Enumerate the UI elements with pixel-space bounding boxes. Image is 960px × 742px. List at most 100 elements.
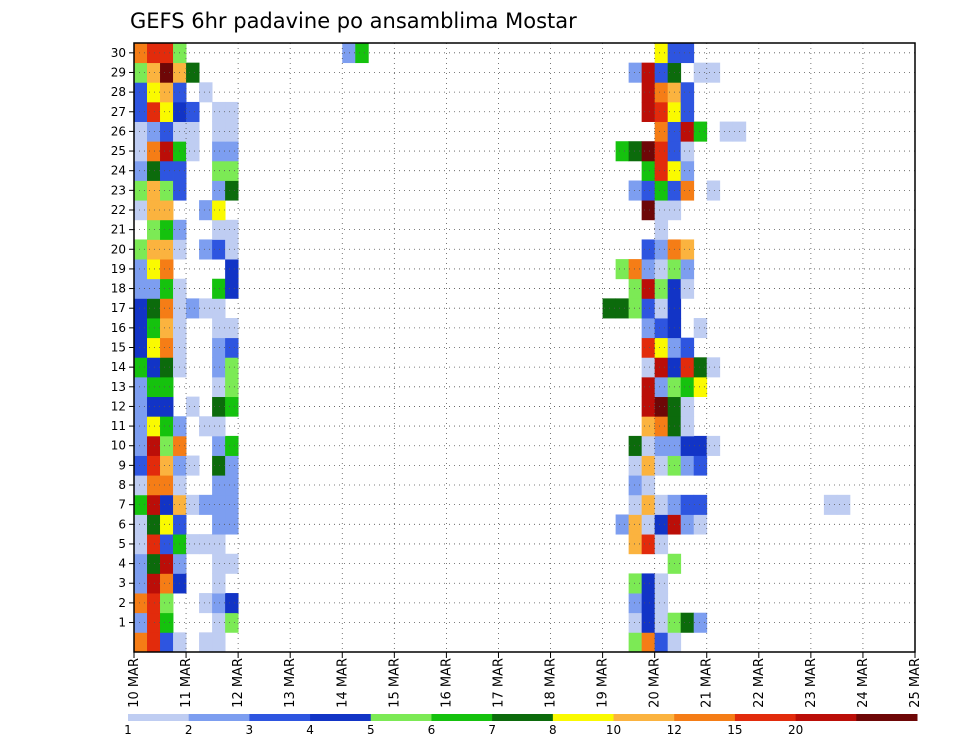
heat-cell [147, 396, 161, 417]
heat-cell [628, 475, 643, 496]
y-tick-label: 25 [111, 144, 126, 158]
heat-cell [134, 62, 148, 83]
heat-cell [212, 121, 226, 142]
heat-cell [134, 160, 148, 181]
heat-cell [693, 455, 708, 476]
heat-cell [693, 318, 708, 339]
heat-cell [147, 435, 161, 456]
heat-cell [628, 62, 643, 83]
heat-cell [693, 612, 708, 633]
heat-cell [134, 416, 148, 437]
heat-cell [693, 357, 708, 378]
heat-cell [212, 475, 226, 496]
heat-cell [134, 141, 148, 162]
y-tick-label: 6 [118, 517, 126, 531]
heat-cell [654, 160, 669, 181]
x-tick-label: 21 MAR [700, 658, 715, 708]
heat-cell [160, 239, 174, 260]
heat-cell [199, 416, 213, 437]
heat-cell [147, 475, 161, 496]
heat-cell [641, 514, 656, 535]
colorbar-swatch [128, 714, 190, 721]
heat-cell [134, 278, 148, 299]
heat-cell [680, 239, 695, 260]
heat-cell [134, 514, 148, 535]
y-tick-label: 16 [111, 321, 126, 335]
heat-cell [134, 435, 148, 456]
heat-cell [680, 357, 695, 378]
heat-cell [641, 534, 656, 555]
heat-cell [680, 612, 695, 633]
heat-cell [654, 337, 669, 358]
heat-cell [654, 357, 669, 378]
heat-cell [134, 396, 148, 417]
heat-cell [147, 514, 161, 535]
heat-cell [199, 494, 213, 515]
heat-cell [212, 180, 226, 201]
heat-cell [823, 494, 838, 515]
heat-cell [147, 180, 161, 201]
heat-cell [212, 376, 226, 398]
heat-cell [654, 376, 669, 398]
y-tick-label: 1 [118, 616, 126, 630]
heat-cell [199, 239, 213, 260]
heat-cell [628, 534, 643, 555]
heat-cell [641, 376, 656, 398]
heat-cell [654, 612, 669, 633]
colorbar-swatch [795, 714, 857, 721]
heat-cell [134, 455, 148, 476]
heat-cell [641, 200, 656, 221]
y-tick-label: 17 [111, 301, 126, 315]
heat-cell [134, 553, 148, 574]
heat-cell [160, 298, 174, 319]
heat-cell [706, 62, 721, 83]
heat-cell [147, 573, 161, 594]
heat-cell [836, 494, 851, 515]
heat-cell [160, 219, 174, 240]
heat-cell [225, 396, 239, 417]
heat-cell [147, 337, 161, 358]
heat-cell [680, 435, 695, 456]
colorbar: 1 2 3 4 5 6 7 8 10 12 15 20 [124, 714, 918, 737]
heat-cell [160, 62, 174, 83]
x-tick-label: 15 MAR [387, 658, 402, 708]
heat-cell [654, 573, 669, 594]
heat-cell [199, 593, 213, 614]
y-tick-label: 23 [111, 183, 126, 197]
heat-cell [160, 534, 174, 555]
colorbar-swatch [431, 714, 493, 721]
heat-cell [680, 396, 695, 417]
heat-cell [641, 593, 656, 614]
heat-cell [212, 593, 226, 614]
heat-cell [173, 632, 187, 653]
colorbar-swatch [188, 714, 250, 721]
heat-cell [680, 43, 695, 64]
heat-cell [225, 593, 239, 614]
heat-cell [147, 376, 161, 398]
heat-cell [160, 180, 174, 201]
x-tick-label: 23 MAR [804, 658, 819, 708]
heat-cell [680, 180, 695, 201]
y-tick-label: 13 [111, 380, 126, 394]
heat-cell [680, 337, 695, 358]
colorbar-label: 1 [124, 723, 132, 737]
heat-cell [225, 376, 239, 398]
heat-cell [186, 534, 200, 555]
heat-cell [628, 180, 643, 201]
y-tick-label: 29 [111, 65, 126, 79]
y-tick-label: 5 [118, 537, 126, 551]
heat-cell [225, 180, 239, 201]
heat-cell [641, 101, 656, 122]
heat-cell [654, 632, 669, 653]
heat-cell [160, 82, 174, 103]
x-tick-label: 10 MAR [127, 658, 142, 708]
heat-cell [212, 357, 226, 378]
x-tick-label: 25 MAR [908, 658, 923, 708]
y-tick-label: 11 [111, 419, 126, 433]
heat-cell [134, 573, 148, 594]
heat-cell [641, 396, 656, 417]
heat-cell [225, 141, 239, 162]
heat-cell [719, 121, 734, 142]
heat-cell [147, 494, 161, 515]
heat-cell [160, 612, 174, 633]
